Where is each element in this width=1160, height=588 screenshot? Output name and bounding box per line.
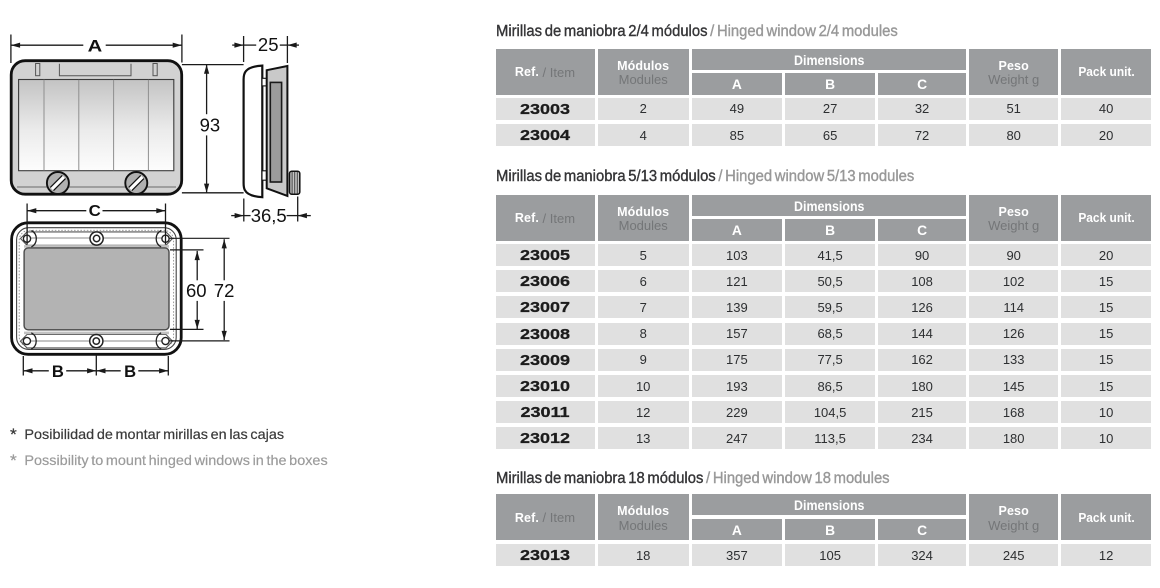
svg-text:25: 25 — [258, 34, 279, 55]
svg-text:B: B — [52, 363, 64, 381]
svg-text:B: B — [124, 363, 136, 381]
svg-text:C: C — [89, 203, 101, 220]
svg-text:93: 93 — [200, 115, 221, 136]
svg-text:60: 60 — [186, 280, 207, 301]
svg-text:36,5: 36,5 — [251, 205, 287, 226]
svg-text:A: A — [88, 38, 103, 56]
svg-text:72: 72 — [214, 280, 235, 301]
